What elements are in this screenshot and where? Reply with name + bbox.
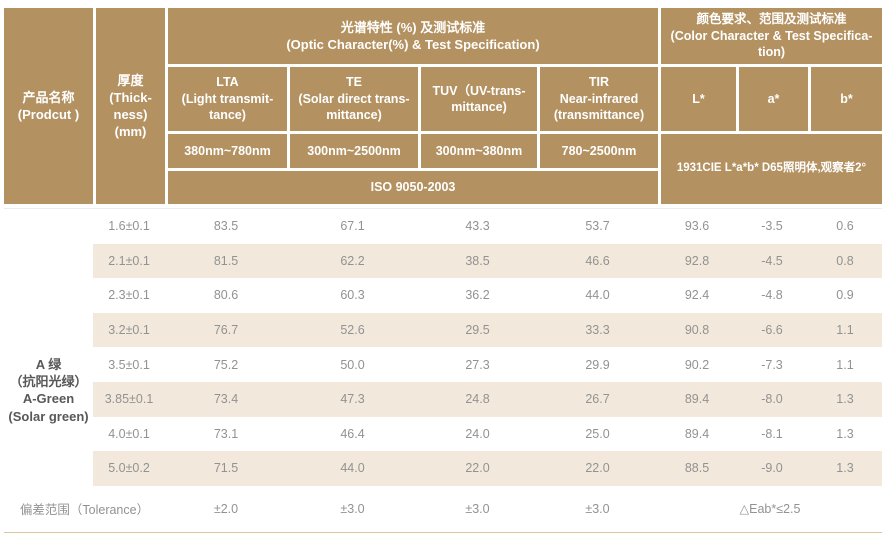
cell-tir-row6: 26.7: [537, 381, 658, 417]
cell-tir-row2: 46.6: [537, 243, 658, 279]
cell-te-row7: 46.4: [287, 416, 418, 452]
cell-a-star-row5: -7.3: [736, 347, 808, 382]
cell-thickness-row2: 2.1±0.1: [93, 243, 165, 279]
header-product-name: 产品名称 (Prodcut ): [4, 8, 93, 204]
cell-tuv-row1: 43.3: [418, 209, 537, 244]
cell-l-star-row4: 90.8: [658, 312, 736, 348]
header-cie-standard: 1931CIE L*a*b* D65照明体,观察者2°: [661, 134, 882, 204]
cell-lta-row4: 76.7: [165, 312, 287, 348]
cell-te-row5: 50.0: [287, 347, 418, 382]
cell-a-star-row3: -4.8: [736, 278, 808, 313]
cell-lta-row6: 73.4: [165, 381, 287, 417]
cell-l-star-row3: 92.4: [658, 278, 736, 313]
tolerance-te: ±3.0: [287, 485, 418, 532]
cell-tir-row4: 33.3: [537, 312, 658, 348]
cell-lta-row3: 80.6: [165, 278, 287, 313]
cell-tir-row1: 53.7: [537, 209, 658, 244]
cell-tuv-row2: 38.5: [418, 243, 537, 279]
cell-b-star-row5: 1.1: [808, 347, 882, 382]
cell-b-star-row6: 1.3: [808, 381, 882, 417]
tolerance-color-eab: △Eab*≤2.5: [658, 485, 882, 532]
cell-thickness-row8: 5.0±0.2: [93, 451, 165, 486]
header-col-tir: TIR Near-infrared (transmittance): [540, 67, 658, 131]
cell-tuv-row3: 36.2: [418, 278, 537, 313]
cell-a-star-row4: -6.6: [736, 312, 808, 348]
header-range-lta: 380nm~780nm: [168, 134, 287, 168]
cell-l-star-row1: 93.6: [658, 209, 736, 244]
header-col-te: TE (Solar direct trans- mittance): [290, 67, 418, 131]
cell-te-row2: 62.2: [287, 243, 418, 279]
cell-tuv-row4: 29.5: [418, 312, 537, 348]
tolerance-tir: ±3.0: [537, 485, 658, 532]
cell-te-row8: 44.0: [287, 451, 418, 486]
header-col-tuv: TUV（UV-trans- mittance): [421, 67, 537, 131]
cell-a-star-row6: -8.0: [736, 381, 808, 417]
cell-l-star-row2: 92.8: [658, 243, 736, 279]
cell-lta-row8: 71.5: [165, 451, 287, 486]
table-header: 产品名称 (Prodcut ) 厚度 (Thick- ness) (mm) 光谱…: [4, 8, 882, 204]
cell-a-star-row7: -8.1: [736, 416, 808, 452]
cell-te-row6: 47.3: [287, 381, 418, 417]
header-col-lta: LTA (Light transmit- tance): [168, 67, 287, 131]
cell-tir-row5: 29.9: [537, 347, 658, 382]
header-iso-standard: ISO 9050-2003: [168, 171, 658, 204]
cell-tir-row8: 22.0: [537, 451, 658, 486]
cell-b-star-row1: 0.6: [808, 209, 882, 244]
cell-b-star-row2: 0.8: [808, 243, 882, 279]
cell-thickness-row6: 3.85±0.1: [93, 381, 165, 417]
cell-thickness-row5: 3.5±0.1: [93, 347, 165, 382]
table-body: A 绿 （抗阳光绿） A-Green (Solar green) 偏差范围（To…: [4, 208, 882, 533]
tolerance-tuv: ±3.0: [418, 485, 537, 532]
header-optic-title: 光谱特性 (%) 及测试标准 (Optic Character(%) & Tes…: [168, 8, 658, 64]
cell-b-star-row7: 1.3: [808, 416, 882, 452]
cell-tuv-row5: 27.3: [418, 347, 537, 382]
header-range-tuv: 300nm~380nm: [421, 134, 537, 168]
cell-tuv-row6: 24.8: [418, 381, 537, 417]
cell-tir-row3: 44.0: [537, 278, 658, 313]
header-color-title: 颜色要求、范围及测试标准 (Color Character & Test Spe…: [661, 8, 882, 64]
cell-b-star-row4: 1.1: [808, 312, 882, 348]
cell-thickness-row4: 3.2±0.1: [93, 312, 165, 348]
cell-a-star-row2: -4.5: [736, 243, 808, 279]
cell-a-star-row8: -9.0: [736, 451, 808, 486]
header-range-tir: 780~2500nm: [540, 134, 658, 168]
cell-l-star-row7: 89.4: [658, 416, 736, 452]
cell-lta-row2: 81.5: [165, 243, 287, 279]
cell-lta-row7: 73.1: [165, 416, 287, 452]
product-name-cell: A 绿 （抗阳光绿） A-Green (Solar green): [4, 209, 93, 486]
cell-b-star-row8: 1.3: [808, 451, 882, 486]
tolerance-label: 偏差范围（Tolerance）: [4, 485, 165, 532]
spec-table: 产品名称 (Prodcut ) 厚度 (Thick- ness) (mm) 光谱…: [4, 8, 882, 533]
cell-te-row3: 60.3: [287, 278, 418, 313]
cell-te-row1: 67.1: [287, 209, 418, 244]
cell-b-star-row3: 0.9: [808, 278, 882, 313]
tolerance-lta: ±2.0: [165, 485, 287, 532]
header-col-l-star: L*: [661, 67, 736, 131]
cell-lta-row1: 83.5: [165, 209, 287, 244]
cell-tuv-row8: 22.0: [418, 451, 537, 486]
cell-a-star-row1: -3.5: [736, 209, 808, 244]
header-thickness: 厚度 (Thick- ness) (mm): [96, 8, 165, 204]
cell-l-star-row5: 90.2: [658, 347, 736, 382]
cell-lta-row5: 75.2: [165, 347, 287, 382]
cell-te-row4: 52.6: [287, 312, 418, 348]
cell-thickness-row7: 4.0±0.1: [93, 416, 165, 452]
cell-tir-row7: 25.0: [537, 416, 658, 452]
cell-l-star-row6: 89.4: [658, 381, 736, 417]
cell-tuv-row7: 24.0: [418, 416, 537, 452]
header-col-a-star: a*: [739, 67, 808, 131]
cell-l-star-row8: 88.5: [658, 451, 736, 486]
cell-thickness-row3: 2.3±0.1: [93, 278, 165, 313]
cell-thickness-row1: 1.6±0.1: [93, 209, 165, 244]
header-range-te: 300nm~2500nm: [290, 134, 418, 168]
header-col-b-star: b*: [811, 67, 882, 131]
